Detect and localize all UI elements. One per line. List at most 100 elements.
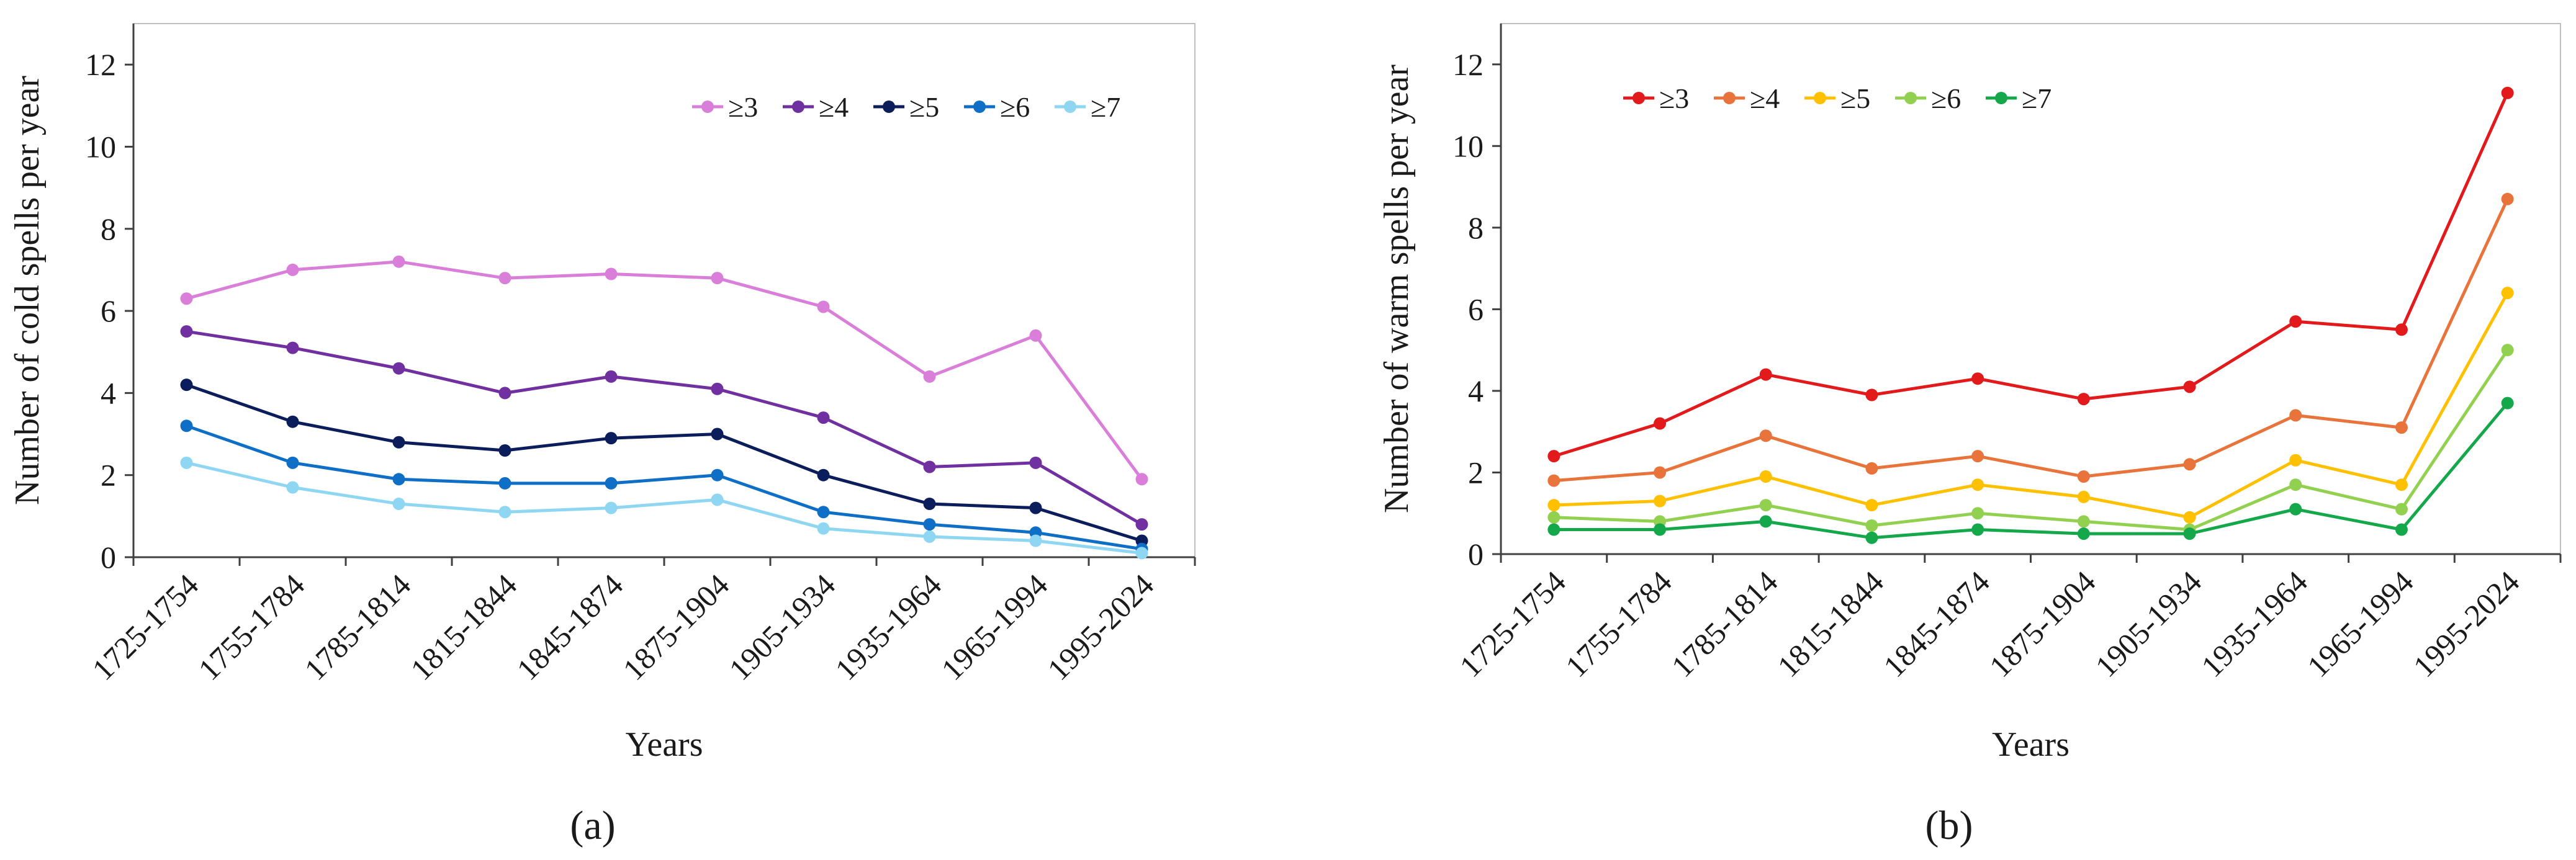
x-tick-label: 1785-1814 bbox=[1665, 564, 1785, 684]
y-tick-label: 2 bbox=[1468, 455, 1484, 490]
data-point bbox=[2289, 409, 2302, 422]
data-point bbox=[2395, 421, 2408, 434]
data-point bbox=[605, 501, 618, 514]
data-point bbox=[923, 370, 936, 383]
legend-label: ≥7 bbox=[1091, 91, 1120, 123]
legend-marker bbox=[1633, 92, 1645, 104]
data-point bbox=[498, 444, 511, 457]
data-point bbox=[2501, 86, 2514, 99]
data-point bbox=[711, 468, 724, 482]
data-point bbox=[498, 506, 511, 519]
data-point bbox=[2289, 454, 2302, 467]
data-point bbox=[1547, 499, 1560, 512]
data-point bbox=[180, 378, 193, 392]
x-axis-title: Years bbox=[1992, 725, 2069, 764]
x-tick-label: 1935-1964 bbox=[828, 567, 948, 687]
series-line-4 bbox=[1554, 198, 2509, 483]
y-axis-title: Number of warm spells per year bbox=[1377, 65, 1416, 513]
x-tick-label: 1725-1754 bbox=[85, 567, 205, 687]
data-point bbox=[1971, 523, 1984, 536]
data-point bbox=[605, 267, 618, 280]
x-tick-label: 1785-1814 bbox=[297, 567, 417, 687]
data-point bbox=[1654, 495, 1667, 508]
data-point bbox=[2077, 490, 2090, 503]
data-point bbox=[1971, 507, 1984, 520]
data-point bbox=[1029, 329, 1042, 342]
legend-marker bbox=[1723, 92, 1736, 104]
data-point bbox=[286, 481, 299, 494]
data-point bbox=[1759, 515, 1772, 528]
legend-label: ≥7 bbox=[2022, 83, 2051, 114]
plot-area bbox=[133, 23, 1196, 558]
panel-label: (b) bbox=[1925, 803, 1973, 848]
y-tick-label: 6 bbox=[101, 293, 116, 328]
data-point bbox=[286, 415, 299, 428]
data-point bbox=[2395, 503, 2408, 516]
chart-panel-a: 0 2 4 6 8 10 12 1725-17541755-17841785-18141815… bbox=[8, 23, 1196, 848]
y-tick-label: 12 bbox=[85, 47, 116, 82]
data-point bbox=[711, 272, 724, 285]
data-point bbox=[2289, 503, 2302, 516]
legend-marker bbox=[973, 101, 986, 113]
x-tick-label: 1815-1844 bbox=[1770, 564, 1890, 684]
legend-marker bbox=[701, 101, 714, 113]
data-point bbox=[923, 518, 936, 531]
data-point bbox=[1029, 534, 1042, 547]
y-tick-label: 4 bbox=[1468, 374, 1484, 408]
x-tick-label: 1995-2024 bbox=[1040, 567, 1160, 687]
data-point bbox=[1865, 531, 1878, 544]
legend-label: ≥4 bbox=[819, 91, 849, 123]
data-point bbox=[1029, 501, 1042, 514]
data-point bbox=[711, 382, 724, 395]
data-point bbox=[1029, 456, 1042, 469]
y-tick-label: 6 bbox=[1468, 292, 1484, 326]
data-point bbox=[392, 255, 405, 268]
data-point bbox=[286, 341, 299, 354]
legend-label: ≥6 bbox=[1000, 91, 1030, 123]
data-point bbox=[605, 370, 618, 383]
y-tick-label: 0 bbox=[1468, 537, 1484, 571]
x-tick-label: 1965-1994 bbox=[2300, 564, 2420, 684]
data-point bbox=[2077, 470, 2090, 483]
data-point bbox=[2289, 478, 2302, 491]
y-tick-label: 10 bbox=[85, 129, 116, 164]
y-tick-label: 2 bbox=[101, 458, 116, 493]
x-tick-label: 1725-1754 bbox=[1452, 564, 1572, 684]
data-point bbox=[180, 292, 193, 305]
data-point bbox=[1971, 478, 1984, 491]
y-axis-title: Number of cold spells per year bbox=[8, 76, 47, 505]
data-point bbox=[1865, 462, 1878, 475]
data-point bbox=[1971, 450, 1984, 463]
legend-marker bbox=[1995, 92, 2007, 104]
data-point bbox=[1135, 473, 1148, 486]
x-tick-label: 1875-1904 bbox=[1983, 564, 2102, 684]
legend-label: ≥5 bbox=[909, 91, 939, 123]
data-point bbox=[711, 428, 724, 441]
data-point bbox=[2501, 344, 2514, 357]
data-point bbox=[180, 419, 193, 432]
legend-marker bbox=[883, 101, 895, 113]
legend-marker bbox=[792, 101, 804, 113]
data-point bbox=[2501, 396, 2514, 410]
legend-marker bbox=[1814, 92, 1826, 104]
data-point bbox=[180, 325, 193, 338]
data-point bbox=[2395, 478, 2408, 491]
x-tick-label: 1845-1874 bbox=[510, 567, 629, 687]
data-point bbox=[1654, 417, 1667, 430]
data-point bbox=[1654, 523, 1667, 536]
data-point bbox=[1654, 466, 1667, 479]
data-point bbox=[392, 498, 405, 510]
data-point bbox=[2183, 511, 2196, 524]
y-tick-label: 4 bbox=[101, 375, 116, 410]
data-point bbox=[1759, 368, 1772, 381]
data-point bbox=[2077, 527, 2090, 540]
x-tick-label: 1875-1904 bbox=[616, 567, 736, 687]
data-point bbox=[605, 432, 618, 445]
x-tick-label: 1845-1874 bbox=[1876, 564, 1996, 684]
y-tick-label: 12 bbox=[1452, 47, 1484, 82]
x-tick-label: 1995-2024 bbox=[2407, 564, 2526, 684]
data-point bbox=[1759, 499, 1772, 512]
data-point bbox=[1547, 474, 1560, 487]
x-axis-title: Years bbox=[626, 725, 703, 764]
data-point bbox=[2077, 393, 2090, 406]
